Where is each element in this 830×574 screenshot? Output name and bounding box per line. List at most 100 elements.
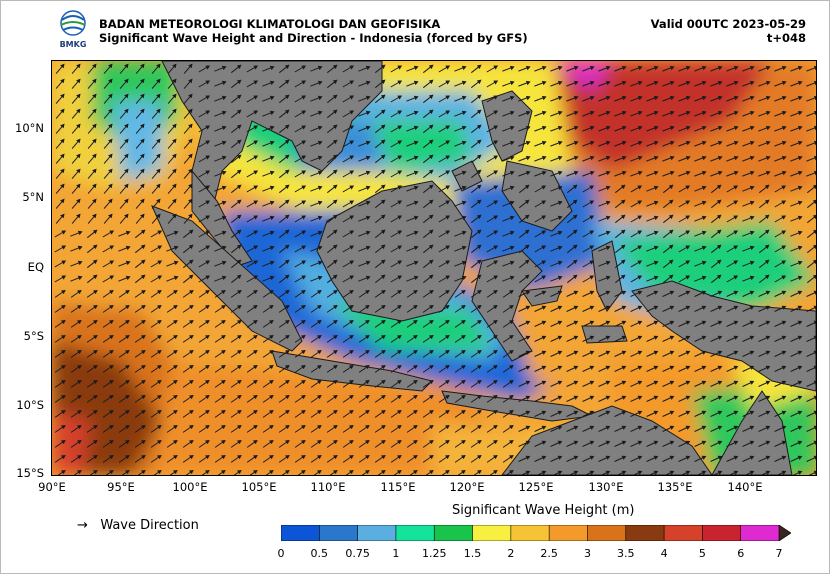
wave-arrow-head	[156, 213, 161, 219]
wave-arrow-head	[797, 455, 803, 460]
wave-arrow-head	[380, 169, 386, 175]
wave-arrow-head	[653, 140, 659, 146]
wave-arrow-head	[300, 440, 306, 445]
wave-arrow-head	[60, 440, 66, 445]
wave-arrow-head	[653, 275, 659, 281]
wave-arrow-head	[797, 380, 803, 385]
wave-arrow-head	[76, 198, 81, 204]
wave-arrow-head	[557, 230, 563, 236]
wave-arrow-head	[685, 275, 691, 280]
wave-arrow-head	[108, 123, 113, 129]
wave-arrow-head	[476, 109, 482, 115]
lon-label-115e: 115°E	[380, 480, 416, 494]
wave-arrow-head	[492, 290, 498, 295]
wave-arrow-head	[765, 395, 771, 400]
wave-arrow-head	[717, 425, 723, 430]
wave-arrow-head	[764, 214, 770, 220]
wave-arrow-head	[621, 140, 627, 146]
wave-arrow-head	[348, 350, 354, 355]
wave-arrow-head	[428, 290, 434, 295]
wave-arrow-head	[589, 410, 595, 415]
wave-arrow-head	[716, 274, 722, 280]
wave-arrow-head	[205, 140, 211, 145]
wave-arrow-head	[124, 93, 129, 99]
wave-arrow-head	[173, 275, 179, 281]
wave-arrow-head	[476, 259, 482, 265]
wave-arrow-head	[813, 140, 816, 146]
wave-arrow-head	[413, 185, 419, 191]
wave-arrow-head	[637, 275, 643, 280]
wave-arrow-head	[172, 380, 178, 385]
wave-arrow-head	[460, 335, 466, 340]
wave-arrow-head	[637, 65, 643, 71]
wave-arrow-head	[236, 124, 242, 130]
wave-arrow-head	[188, 63, 193, 69]
wave-arrow-head	[813, 305, 816, 310]
wave-arrow-head	[605, 365, 611, 370]
wave-arrow-head	[397, 200, 403, 205]
wave-arrow-head	[765, 455, 771, 460]
wave-arrow-head	[524, 274, 530, 280]
wave-arrow-head	[397, 155, 403, 160]
wave-arrow-head	[476, 139, 482, 145]
wave-arrow-head	[637, 395, 643, 400]
wave-arrow-head	[621, 350, 627, 355]
wave-arrow-head	[493, 185, 499, 190]
wave-arrow-head	[637, 365, 643, 370]
wave-arrow-head	[412, 380, 418, 385]
arrow-icon: →	[77, 518, 88, 533]
wave-arrow-head	[813, 110, 816, 116]
wave-arrow-head	[685, 110, 691, 116]
wave-arrow-head	[525, 380, 531, 385]
wave-arrow-head	[188, 425, 194, 430]
wave-arrow-head	[653, 320, 659, 325]
wave-arrow-head	[589, 110, 595, 116]
wave-arrow-head	[669, 335, 675, 340]
wave-arrow-head	[252, 290, 258, 295]
lat-label-15s: 15°S	[16, 466, 44, 480]
wave-arrow-head	[476, 124, 482, 130]
lon-label-125e: 125°E	[518, 480, 554, 494]
wave-arrow-head	[157, 230, 163, 235]
wave-arrow-head	[733, 80, 739, 86]
wave-arrow-head	[733, 95, 739, 101]
wave-arrow-head	[749, 125, 755, 131]
wave-arrow-head	[476, 350, 482, 355]
wave-arrow-head	[108, 335, 114, 340]
wave-arrow-head	[109, 245, 115, 250]
wave-arrow-head	[813, 80, 816, 86]
wave-arrow-head	[492, 455, 498, 460]
wave-arrow-head	[253, 230, 259, 235]
wave-arrow-head	[92, 138, 97, 144]
wave-arrow-head	[284, 350, 290, 355]
wave-arrow-head	[92, 93, 97, 99]
wave-arrow-head	[284, 335, 290, 340]
wave-arrow-head	[140, 425, 146, 430]
wave-arrow-head	[573, 290, 579, 295]
wave-arrow-head	[380, 259, 386, 265]
wave-arrow-head	[813, 350, 816, 355]
wave-arrow-head	[717, 170, 723, 176]
wave-arrow-head	[461, 260, 467, 266]
wave-arrow-head	[573, 395, 579, 400]
wave-arrow-head	[317, 170, 323, 176]
wave-arrow-head	[637, 170, 643, 176]
wave-arrow-head	[653, 95, 659, 101]
wave-arrow-head	[733, 200, 739, 205]
wave-arrow-head	[140, 455, 146, 460]
wave-arrow-head	[253, 80, 259, 85]
colorbar-tick-label: 5	[698, 547, 706, 560]
wave-arrow-head	[733, 365, 739, 370]
wave-arrow-head	[493, 230, 499, 235]
wave-arrow-head	[749, 320, 755, 325]
wave-arrow-head	[269, 140, 275, 146]
wave-arrow-head	[685, 185, 691, 190]
wave-arrow-head	[589, 335, 595, 340]
wave-arrow-head	[701, 230, 707, 236]
wave-arrow-head	[428, 229, 434, 235]
wave-arrow-head	[460, 470, 466, 475]
wave-arrow-head	[60, 425, 66, 430]
wave-arrow-head	[557, 170, 563, 176]
wave-arrow-head	[365, 230, 371, 236]
wave-arrow-head	[653, 110, 659, 116]
